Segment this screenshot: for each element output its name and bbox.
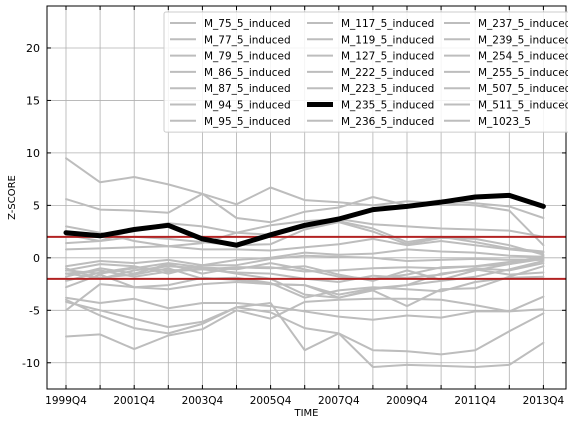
legend-label-m-235-5-induced: M_235_5_induced <box>341 100 434 112</box>
y-tick-label: 0 <box>33 252 40 265</box>
legend-label-m-86-5-induced: M_86_5_induced <box>204 67 291 79</box>
legend-label-m-239-5-induced: M_239_5_induced <box>478 34 568 46</box>
y-axis-label: Z-SCORE <box>7 175 18 220</box>
legend-label-m-87-5-induced: M_87_5_induced <box>204 83 291 95</box>
x-tick-label: 2005Q4 <box>250 395 292 407</box>
series-line-m-237-5-induced <box>65 295 545 321</box>
series-line-m-1023-5 <box>65 257 545 280</box>
series-line-m-94-5-induced <box>65 237 545 254</box>
legend-label-m-127-5-induced: M_127_5_induced <box>341 51 434 63</box>
legend-label-m-255-5-induced: M_255_5_induced <box>478 67 568 79</box>
y-tick-label: 15 <box>26 94 40 107</box>
legend-label-m-222-5-induced: M_222_5_induced <box>341 67 434 79</box>
legend-label-m-223-5-induced: M_223_5_induced <box>341 83 434 95</box>
y-tick-label: 10 <box>26 147 40 160</box>
y-axis-ticks: -10 -5 0 5 10 15 20 <box>22 42 566 370</box>
legend-label-m-117-5-induced: M_117_5_induced <box>341 18 434 30</box>
x-tick-label: 1999Q4 <box>45 395 87 407</box>
plot-frame <box>46 5 567 390</box>
legend-label-m-237-5-induced: M_237_5_induced <box>478 18 568 30</box>
legend-box <box>163 11 568 133</box>
series-line-m-239-5-induced <box>65 300 545 356</box>
y-tick-label: -10 <box>22 357 40 370</box>
x-axis-label: TIME <box>293 408 318 419</box>
series-line-m-255-5-induced <box>65 297 545 351</box>
series-line-m-507-5-induced <box>65 265 545 312</box>
legend-label-m-507-5-induced: M_507_5_induced <box>478 83 568 95</box>
series-line-m-75-5-induced <box>65 157 545 247</box>
threshold-lines <box>47 235 566 280</box>
legend-label-m-511-5-induced: M_511_5_induced <box>478 100 568 112</box>
x-tick-label: 2011Q4 <box>454 395 496 407</box>
x-axis-ticks: 1999Q4 2001Q4 2003Q4 2005Q4 2007Q4 2009Q4 2011… <box>45 6 565 407</box>
legend-label-m-236-5-induced: M_236_5_induced <box>341 116 434 128</box>
x-tick-label: 2013Q4 <box>523 395 565 407</box>
series-line-m-236-5-induced <box>65 267 545 299</box>
legend-label-m-77-5-induced: M_77_5_induced <box>204 34 291 46</box>
x-tick-label: 2003Q4 <box>182 395 224 407</box>
series-line-m-254-5-induced <box>65 298 545 368</box>
legend-label-m-254-5-induced: M_254_5_induced <box>478 51 568 63</box>
legend-label-m-1023-5: M_1023_5 <box>478 116 531 128</box>
highlight-series <box>63 192 546 248</box>
series-line-m-95-5-induced <box>65 248 545 268</box>
series-line-m-127-5-induced <box>65 254 545 282</box>
series-line-m-77-5-induced <box>65 192 545 224</box>
x-tick-label: 2001Q4 <box>113 395 155 407</box>
x-tick-label: 2009Q4 <box>386 395 428 407</box>
legend-label-m-94-5-induced: M_94_5_induced <box>204 100 291 112</box>
legend-label-m-79-5-induced: M_79_5_induced <box>204 51 291 63</box>
y-tick-label: 20 <box>26 42 40 55</box>
series-line-m-79-5-induced <box>65 218 545 248</box>
legend-label-m-75-5-induced: M_75_5_induced <box>204 18 291 30</box>
y-tick-label: -5 <box>29 304 40 317</box>
series-line-m-235-5-induced <box>63 192 546 248</box>
legend: M_75_5_induced M_77_5_induced M_79_5_induc… <box>163 11 568 133</box>
legend-label-m-119-5-induced: M_119_5_induced <box>341 34 434 46</box>
x-tick-label: 2007Q4 <box>318 395 360 407</box>
legend-label-m-95-5-induced: M_95_5_induced <box>204 116 291 128</box>
y-tick-label: 5 <box>33 199 40 212</box>
